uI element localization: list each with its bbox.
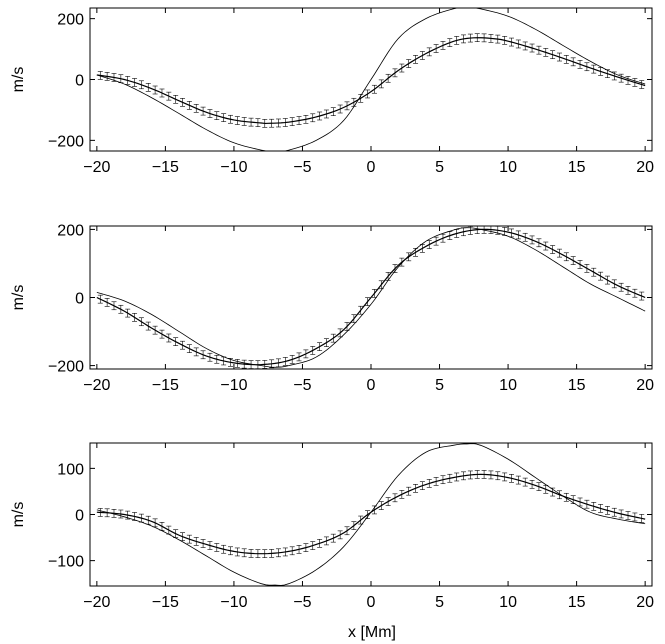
x-tick-label: −20 bbox=[83, 377, 110, 394]
y-tick-label: 100 bbox=[57, 461, 84, 478]
series-line-thin bbox=[96, 227, 646, 368]
x-tick-label: 0 bbox=[367, 594, 376, 611]
errorbar-group bbox=[97, 226, 645, 369]
x-tick-label: −15 bbox=[152, 159, 179, 176]
x-tick-label: 15 bbox=[568, 594, 586, 611]
x-tick-label: 10 bbox=[499, 159, 517, 176]
x-tick-label: −10 bbox=[220, 159, 247, 176]
x-tick-label: 0 bbox=[367, 159, 376, 176]
x-tick-label: 0 bbox=[367, 377, 376, 394]
x-tick-label: −5 bbox=[293, 594, 311, 611]
x-tick-label: −5 bbox=[293, 159, 311, 176]
x-tick-label: 10 bbox=[499, 377, 517, 394]
errorbar-group bbox=[97, 470, 645, 558]
x-tick-label: 5 bbox=[435, 159, 444, 176]
plot-frame bbox=[89, 442, 653, 587]
y-tick-label: −200 bbox=[48, 359, 84, 376]
y-axis-label: m/s bbox=[10, 67, 27, 93]
y-axis-label: m/s bbox=[10, 502, 27, 528]
x-tick-label: −20 bbox=[83, 594, 110, 611]
y-tick-label: 0 bbox=[75, 73, 84, 90]
x-tick-label: −5 bbox=[293, 377, 311, 394]
x-tick-label: 20 bbox=[636, 159, 654, 176]
x-tick-label: −10 bbox=[220, 594, 247, 611]
panel-1: −20 −15 −10 −5 0 5 10 15 20 −200 0 200 m/s bbox=[10, 7, 654, 176]
y-axis-label: m/s bbox=[10, 285, 27, 311]
y-tick-label: −200 bbox=[48, 133, 84, 150]
y-tick-label: 200 bbox=[57, 222, 84, 239]
x-tick-label: 15 bbox=[568, 377, 586, 394]
x-tick-label: −15 bbox=[152, 377, 179, 394]
x-tick-label: −20 bbox=[83, 159, 110, 176]
x-tick-label: 15 bbox=[568, 159, 586, 176]
series-line-errorbars bbox=[96, 228, 646, 366]
y-tick-label: 200 bbox=[57, 12, 84, 29]
series-line-errorbars bbox=[96, 473, 646, 555]
y-tick-label: −100 bbox=[48, 554, 84, 571]
series-line-errorbars bbox=[96, 37, 646, 125]
x-tick-label: 20 bbox=[636, 594, 654, 611]
x-tick-label: 5 bbox=[435, 377, 444, 394]
series-line-thin bbox=[96, 8, 646, 151]
x-tick-label: −15 bbox=[152, 594, 179, 611]
x-tick-label: 20 bbox=[636, 377, 654, 394]
panel-3: −20 −15 −10 −5 0 5 10 15 20 −100 0 100 m/s bbox=[10, 442, 654, 611]
x-tick-label: 10 bbox=[499, 594, 517, 611]
panel-2: −20 −15 −10 −5 0 5 10 15 20 −200 0 200 m/s bbox=[10, 222, 654, 394]
x-tick-label: 5 bbox=[435, 594, 444, 611]
x-tick-label: −10 bbox=[220, 377, 247, 394]
y-tick-label: 0 bbox=[75, 291, 84, 308]
series-line-thin bbox=[96, 443, 646, 586]
y-tick-label: 0 bbox=[75, 508, 84, 525]
x-axis-label: x [Mm] bbox=[348, 624, 396, 641]
errorbar-group bbox=[97, 33, 645, 128]
